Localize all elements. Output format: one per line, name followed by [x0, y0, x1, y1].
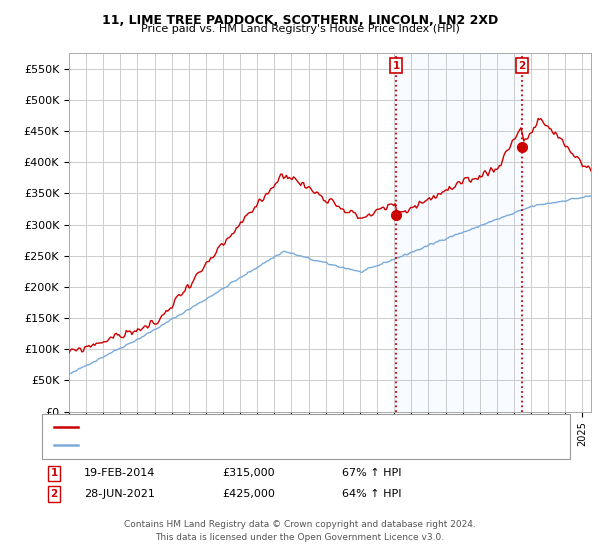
Text: 1: 1	[392, 60, 400, 71]
Text: 19-FEB-2014: 19-FEB-2014	[84, 468, 155, 478]
Text: 1: 1	[50, 468, 58, 478]
Text: £425,000: £425,000	[222, 489, 275, 499]
Text: £315,000: £315,000	[222, 468, 275, 478]
Text: 67% ↑ HPI: 67% ↑ HPI	[342, 468, 401, 478]
Text: 11, LIME TREE PADDOCK, SCOTHERN, LINCOLN, LN2 2XD (detached house): 11, LIME TREE PADDOCK, SCOTHERN, LINCOLN…	[84, 422, 458, 432]
Text: 11, LIME TREE PADDOCK, SCOTHERN, LINCOLN, LN2 2XD: 11, LIME TREE PADDOCK, SCOTHERN, LINCOLN…	[102, 14, 498, 27]
Bar	[396, 53, 522, 412]
Text: Price paid vs. HM Land Registry's House Price Index (HPI): Price paid vs. HM Land Registry's House …	[140, 24, 460, 34]
Text: HPI: Average price, detached house, West Lindsey: HPI: Average price, detached house, West…	[84, 440, 334, 450]
Text: 64% ↑ HPI: 64% ↑ HPI	[342, 489, 401, 499]
Text: This data is licensed under the Open Government Licence v3.0.: This data is licensed under the Open Gov…	[155, 533, 445, 542]
Text: 2: 2	[518, 60, 526, 71]
Text: 2: 2	[50, 489, 58, 499]
Text: 28-JUN-2021: 28-JUN-2021	[84, 489, 155, 499]
Text: Contains HM Land Registry data © Crown copyright and database right 2024.: Contains HM Land Registry data © Crown c…	[124, 520, 476, 529]
